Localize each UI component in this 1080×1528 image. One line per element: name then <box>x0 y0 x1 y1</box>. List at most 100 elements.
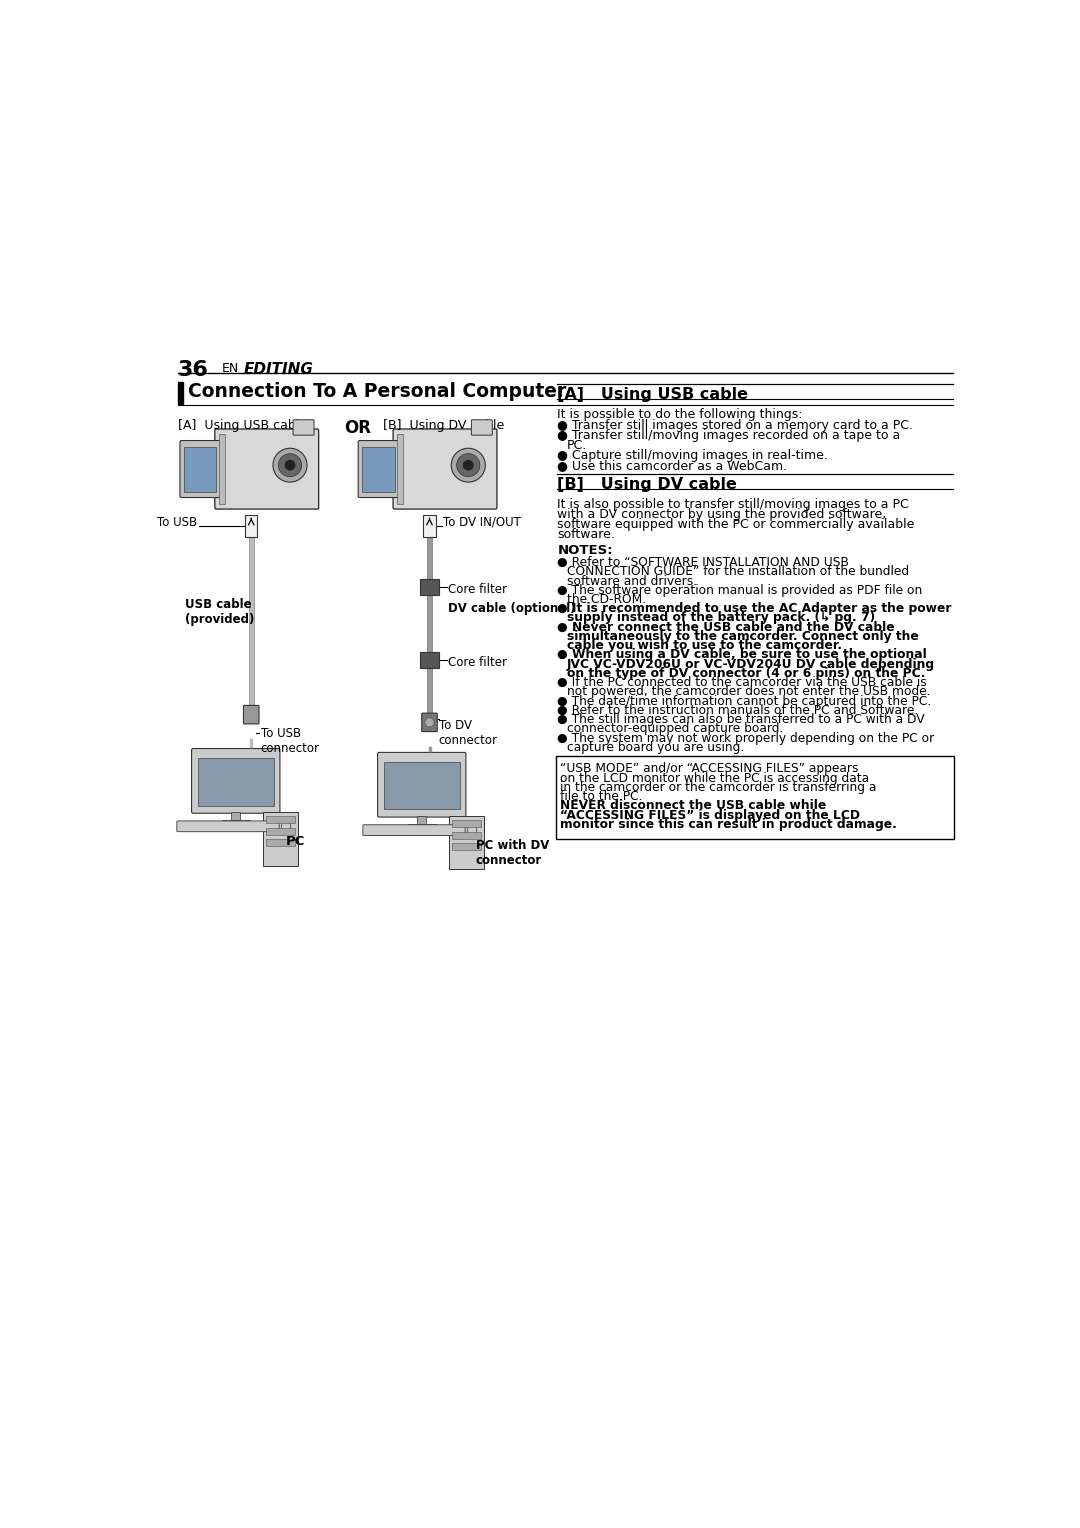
Text: EN: EN <box>221 362 239 374</box>
Bar <box>231 811 241 821</box>
Circle shape <box>282 822 291 831</box>
Text: supply instead of the battery pack. (↳ pg. 7): supply instead of the battery pack. (↳ p… <box>567 611 875 625</box>
Text: To DV
connector: To DV connector <box>438 720 498 747</box>
Text: OR: OR <box>345 419 372 437</box>
Bar <box>218 434 225 504</box>
Text: It is possible to do the following things:: It is possible to do the following thing… <box>557 408 802 422</box>
FancyBboxPatch shape <box>393 429 497 509</box>
FancyBboxPatch shape <box>422 714 437 732</box>
Bar <box>266 816 295 824</box>
Text: It is also possible to transfer still/moving images to a PC: It is also possible to transfer still/mo… <box>557 498 909 512</box>
FancyBboxPatch shape <box>293 420 314 435</box>
Text: monitor since this can result in product damage.: monitor since this can result in product… <box>561 817 897 831</box>
Text: in the camcorder or the camcorder is transferring a: in the camcorder or the camcorder is tra… <box>561 781 877 795</box>
Text: “USB MODE” and/or “ACCESSING FILES” appears: “USB MODE” and/or “ACCESSING FILES” appe… <box>561 762 859 775</box>
Text: ● Never connect the USB cable and the DV cable: ● Never connect the USB cable and the DV… <box>557 620 895 634</box>
Bar <box>245 515 257 536</box>
Bar <box>248 536 254 706</box>
Text: To DV IN/OUT: To DV IN/OUT <box>444 515 522 529</box>
Text: connector-equipped capture board.: connector-equipped capture board. <box>567 723 783 735</box>
Text: cable you wish to use to the camcorder.: cable you wish to use to the camcorder. <box>567 639 841 652</box>
Text: PC.: PC. <box>567 439 586 452</box>
Text: PC with DV
connector: PC with DV connector <box>476 839 550 866</box>
Text: [A]   Using USB cable: [A] Using USB cable <box>557 387 748 402</box>
Bar <box>383 761 460 810</box>
FancyBboxPatch shape <box>243 706 259 724</box>
Text: capture board you are using.: capture board you are using. <box>567 741 744 753</box>
Bar <box>423 515 435 536</box>
Bar <box>451 843 481 850</box>
Text: ● Transfer still images stored on a memory card to a PC.: ● Transfer still images stored on a memo… <box>557 419 914 432</box>
Bar <box>362 448 394 492</box>
Circle shape <box>273 448 307 483</box>
Text: ● Use this camcorder as a WebCam.: ● Use this camcorder as a WebCam. <box>557 458 787 472</box>
Circle shape <box>424 718 434 727</box>
FancyBboxPatch shape <box>471 420 492 435</box>
Text: EDITING: EDITING <box>243 362 313 377</box>
Text: To USB
connector: To USB connector <box>260 727 320 755</box>
Text: DV cable (optional): DV cable (optional) <box>448 602 576 616</box>
Bar <box>408 824 435 830</box>
Text: Core filter: Core filter <box>448 656 508 669</box>
Text: ● When using a DV cable, be sure to use the optional: ● When using a DV cable, be sure to use … <box>557 648 927 662</box>
Text: ● The system may not work properly depending on the PC or: ● The system may not work properly depen… <box>557 732 934 744</box>
Text: on the type of DV connector (4 or 6 pins) on the PC.: on the type of DV connector (4 or 6 pins… <box>567 666 926 680</box>
Bar <box>427 536 432 714</box>
Text: [A]  Using USB cable: [A] Using USB cable <box>177 419 307 432</box>
Text: USB cable
(provided): USB cable (provided) <box>186 599 255 626</box>
Text: on the LCD monitor while the PC is accessing data: on the LCD monitor while the PC is acces… <box>561 772 869 785</box>
Text: ● Transfer still/moving images recorded on a tape to a: ● Transfer still/moving images recorded … <box>557 429 901 442</box>
Bar <box>184 448 216 492</box>
Circle shape <box>279 454 301 477</box>
Text: NEVER disconnect the USB cable while: NEVER disconnect the USB cable while <box>561 799 826 813</box>
Text: “ACCESSING FILES” is displayed on the LCD: “ACCESSING FILES” is displayed on the LC… <box>561 808 861 822</box>
FancyBboxPatch shape <box>215 429 319 509</box>
Text: the CD-ROM.: the CD-ROM. <box>567 593 646 607</box>
Text: Core filter: Core filter <box>448 584 508 596</box>
Text: [B]  Using DV cable: [B] Using DV cable <box>383 419 504 432</box>
Text: software equipped with the PC or commercially available: software equipped with the PC or commerc… <box>557 518 915 532</box>
Circle shape <box>468 825 476 834</box>
Text: simultaneously to the camcorder. Connect only the: simultaneously to the camcorder. Connect… <box>567 630 918 643</box>
FancyBboxPatch shape <box>363 825 465 836</box>
Text: To USB: To USB <box>157 515 197 529</box>
FancyBboxPatch shape <box>359 440 400 498</box>
FancyBboxPatch shape <box>191 749 280 813</box>
Text: ● Capture still/moving images in real-time.: ● Capture still/moving images in real-ti… <box>557 449 828 461</box>
Text: software.: software. <box>557 529 616 541</box>
Text: file to the PC.: file to the PC. <box>561 790 643 804</box>
Bar <box>266 828 295 834</box>
Bar <box>221 821 249 825</box>
Text: CONNECTION GUIDE” for the installation of the bundled: CONNECTION GUIDE” for the installation o… <box>567 565 908 578</box>
Bar <box>417 816 427 825</box>
Bar <box>451 831 481 839</box>
Text: ● Refer to the instruction manuals of the PC and Software.: ● Refer to the instruction manuals of th… <box>557 704 919 717</box>
FancyBboxPatch shape <box>180 440 221 498</box>
Bar <box>420 652 438 668</box>
Text: software and drivers.: software and drivers. <box>567 575 697 588</box>
Bar <box>177 382 183 403</box>
Circle shape <box>457 454 480 477</box>
Circle shape <box>284 460 296 471</box>
FancyBboxPatch shape <box>378 752 465 817</box>
Bar <box>451 821 481 827</box>
Text: 36: 36 <box>177 361 208 380</box>
Bar <box>262 811 298 865</box>
Text: not powered, the camcorder does not enter the USB mode.: not powered, the camcorder does not ente… <box>567 686 930 698</box>
Circle shape <box>463 460 474 471</box>
Text: JVC VC-VDV206U or VC-VDV204U DV cable depending: JVC VC-VDV206U or VC-VDV204U DV cable de… <box>567 657 935 671</box>
Bar <box>198 758 273 805</box>
Text: ● The still images can also be transferred to a PC with a DV: ● The still images can also be transferr… <box>557 714 924 726</box>
Text: ● If the PC connected to the camcorder via the USB cable is: ● If the PC connected to the camcorder v… <box>557 677 927 689</box>
FancyBboxPatch shape <box>177 821 279 831</box>
Text: Connection To A Personal Computer: Connection To A Personal Computer <box>189 382 567 400</box>
Bar <box>449 816 484 869</box>
Bar <box>420 579 438 594</box>
Bar <box>266 839 295 847</box>
Text: with a DV connector by using the provided software,: with a DV connector by using the provide… <box>557 509 887 521</box>
Circle shape <box>451 448 485 483</box>
Text: NOTES:: NOTES: <box>557 544 613 558</box>
Text: ● The date/time information cannot be captured into the PC.: ● The date/time information cannot be ca… <box>557 695 932 707</box>
Text: PC: PC <box>286 834 306 848</box>
Text: ● Refer to “SOFTWARE INSTALLATION AND USB: ● Refer to “SOFTWARE INSTALLATION AND US… <box>557 556 849 568</box>
